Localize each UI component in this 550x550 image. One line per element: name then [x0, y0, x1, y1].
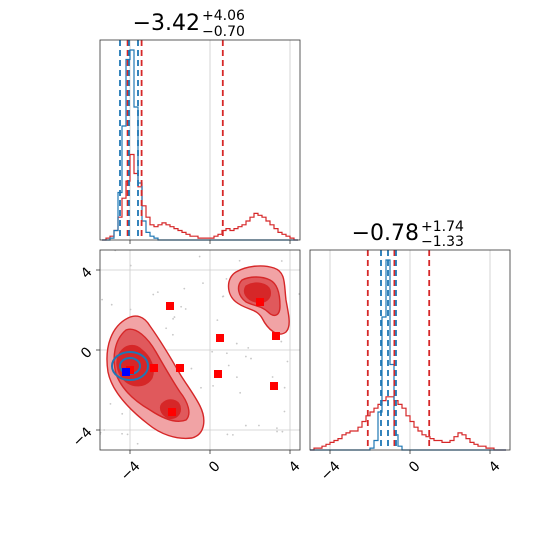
sample-point	[183, 287, 186, 290]
sample-point	[121, 432, 123, 435]
sample-point	[152, 293, 155, 296]
red-marker	[272, 332, 280, 340]
title-param2-minus: −1.33	[421, 234, 464, 250]
sample-point	[244, 424, 247, 427]
red-marker	[256, 298, 264, 306]
sample-point	[165, 327, 168, 330]
sample-point	[280, 260, 283, 262]
sample-point	[200, 386, 202, 389]
red-marker	[216, 334, 224, 342]
blue-contour-outer	[111, 351, 149, 381]
sample-point	[103, 429, 106, 431]
title-param2: −0.78 +1.74 −1.33	[352, 219, 464, 250]
sample-point	[172, 317, 174, 320]
sample-point	[298, 293, 300, 295]
sample-point	[225, 277, 228, 280]
histogram-param1-frame	[99, 39, 301, 241]
title-param1-minus: −0.70	[202, 24, 245, 40]
sample-point	[225, 352, 228, 355]
sample-point	[184, 308, 187, 310]
sample-point	[238, 259, 241, 262]
sample-point	[126, 433, 129, 436]
sample-point	[227, 364, 230, 367]
title-param2-median: −0.78	[352, 221, 419, 246]
sample-point	[216, 319, 219, 322]
hist2-x-tick-label: 0	[406, 458, 424, 476]
joint-y-tick-label: −4	[70, 424, 96, 450]
sample-point	[283, 386, 286, 389]
sample-point	[129, 308, 132, 311]
title-param2-plus: +1.74	[421, 219, 464, 235]
sample-point	[258, 424, 260, 427]
red-marker	[176, 364, 184, 372]
sample-point	[190, 367, 193, 370]
red-marker	[168, 408, 176, 416]
red-contour-inner-upper-right	[243, 282, 271, 303]
hist2-x-tick-label: −4	[318, 458, 344, 484]
sample-point	[109, 402, 112, 405]
sample-point	[231, 433, 234, 436]
sample-point	[276, 430, 278, 433]
joint-y-tick-label: 4	[78, 264, 96, 282]
red-marker	[214, 370, 222, 378]
red-marker	[150, 364, 158, 372]
sample-point	[244, 355, 247, 358]
joint-distribution-panel	[99, 249, 301, 451]
sample-point	[286, 360, 289, 363]
title-param1: −3.42 +4.06 −0.70	[133, 8, 245, 40]
sample-point	[211, 350, 214, 353]
histogram-param2-panel	[309, 249, 511, 451]
title-param1-median: −3.42	[133, 11, 200, 36]
sample-point	[280, 340, 283, 343]
h1-histogram-blue	[102, 49, 298, 241]
h2-histogram-blue	[310, 259, 506, 451]
sample-point	[110, 303, 113, 306]
sample-point	[212, 384, 214, 387]
joint-x-tick-label: 0	[206, 458, 224, 476]
sample-point	[283, 410, 286, 413]
blue-marker	[122, 368, 130, 376]
sample-point	[101, 298, 103, 301]
joint-x-tick-label: −4	[118, 458, 144, 484]
sample-point	[136, 442, 139, 445]
sample-point	[250, 357, 252, 360]
sample-point	[281, 430, 284, 433]
red-marker	[270, 382, 278, 390]
histogram-param1-panel	[99, 39, 301, 241]
sample-point	[171, 333, 174, 336]
h1-histogram-red	[102, 153, 298, 241]
sample-point	[235, 342, 238, 345]
sample-point	[222, 295, 225, 298]
sample-point	[239, 391, 242, 394]
title-param1-plus: +4.06	[202, 8, 245, 24]
sample-point	[226, 433, 229, 436]
sample-point	[173, 316, 176, 318]
sample-point	[276, 427, 278, 430]
sample-point	[198, 255, 201, 258]
red-marker	[166, 302, 174, 310]
sample-point	[236, 376, 238, 379]
sample-point	[202, 282, 204, 285]
sample-point	[247, 346, 250, 349]
joint-y-tick-label: 0	[78, 344, 96, 362]
joint-x-tick-label: 4	[286, 458, 304, 476]
sample-point	[156, 291, 159, 294]
sample-point	[180, 305, 183, 308]
sample-point	[271, 376, 274, 378]
h2-histogram-red	[310, 396, 506, 451]
sample-point	[121, 412, 124, 415]
hist2-x-tick-label: 4	[486, 458, 504, 476]
sample-point	[129, 264, 132, 267]
